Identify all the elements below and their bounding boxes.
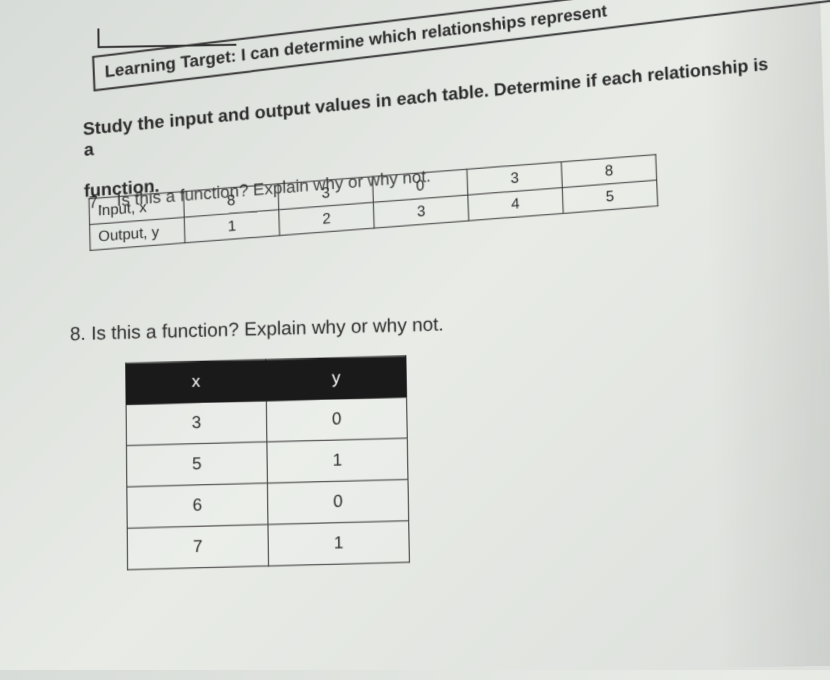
x-cell: 6 (127, 483, 268, 528)
column-header-y: y (266, 356, 407, 401)
table-row: 5 1 (126, 438, 408, 487)
x-cell: 5 (126, 442, 267, 487)
question-8-prompt: 8. Is this a function? Explain why or wh… (70, 305, 790, 346)
y-cell: 1 (268, 521, 409, 566)
table-row: 7 1 (127, 521, 409, 570)
question-8: 8. Is this a function? Explain why or wh… (70, 305, 796, 571)
worksheet-page: Learning Target: I can determine which r… (0, 0, 830, 680)
y-cell: 0 (267, 479, 408, 524)
y-cell: 1 (267, 438, 408, 483)
table-row: 3 0 (126, 397, 407, 446)
column-header-x: x (126, 360, 267, 405)
x-cell: 3 (126, 401, 267, 446)
question-8-text: Is this a function? Explain why or why n… (91, 314, 444, 344)
question-8-number: 8. (70, 324, 86, 345)
x-cell: 7 (127, 524, 268, 569)
y-cell: 0 (266, 397, 407, 442)
question-8-table: x y 3 0 5 1 6 0 7 1 (125, 355, 410, 570)
